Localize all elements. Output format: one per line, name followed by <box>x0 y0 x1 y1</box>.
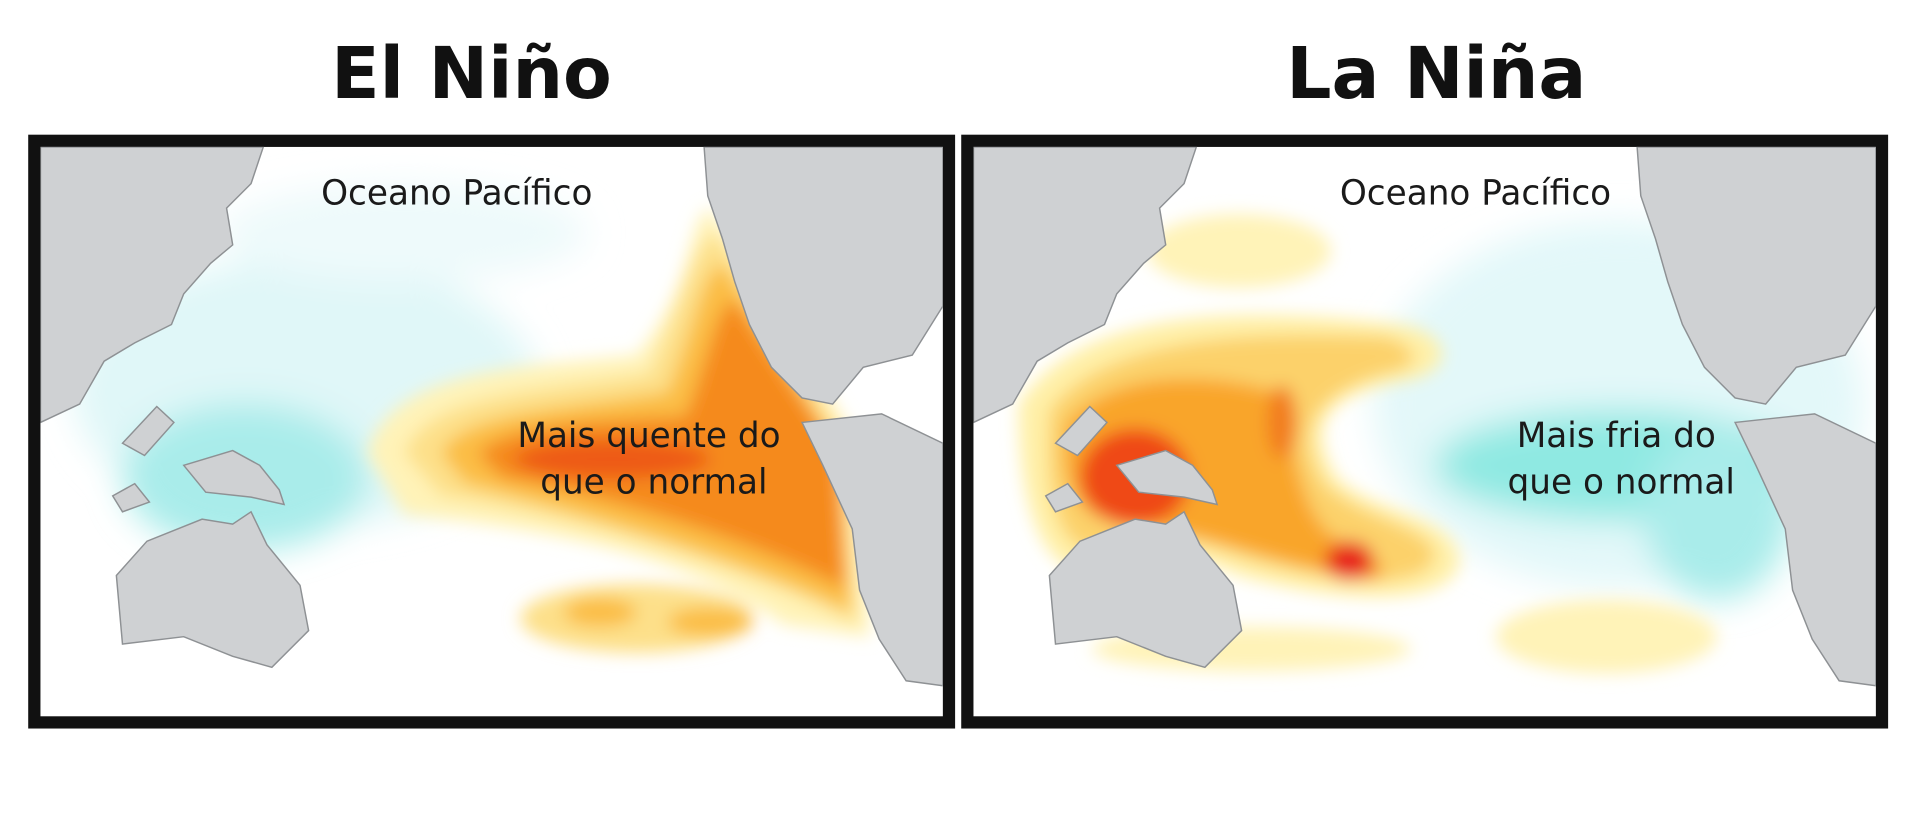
ocean-label: Oceano Pacífico <box>1340 173 1611 213</box>
map-shift <box>973 146 1876 687</box>
map <box>40 146 943 687</box>
anomaly-label: Mais quente do <box>517 416 780 456</box>
el-nino-panel: El Niño Oceano Pacífico Mais quente do <box>28 32 956 729</box>
la-nina-panel: La Niña <box>961 32 1889 729</box>
panel-title: La Niña <box>1286 32 1586 115</box>
ocean-label: Oceano Pacífico <box>321 173 592 213</box>
warm-anomaly <box>1018 214 1717 674</box>
anomaly-label: Mais fria do <box>1517 416 1716 456</box>
map <box>973 146 1876 687</box>
anomaly-label: que o normal <box>540 462 767 502</box>
panel-title: El Niño <box>331 32 612 115</box>
warm-anomaly <box>367 208 870 653</box>
anomaly-label: que o normal <box>1508 462 1735 502</box>
